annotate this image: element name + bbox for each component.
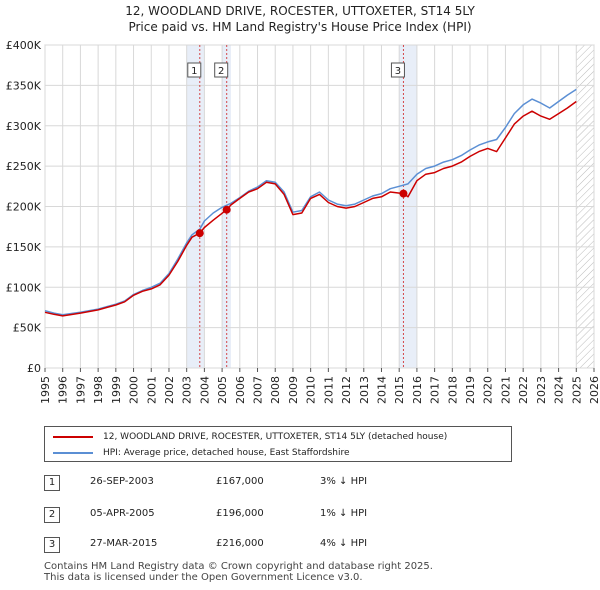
x-tick-label: 2018 bbox=[446, 376, 459, 404]
x-tick-label: 2002 bbox=[163, 376, 176, 404]
x-tick-label: 2008 bbox=[269, 376, 282, 404]
x-tick-label: 2013 bbox=[358, 376, 371, 404]
x-tick-label: 2024 bbox=[553, 376, 566, 404]
x-tick-label: 2026 bbox=[588, 376, 600, 404]
legend-swatch-property bbox=[53, 436, 93, 438]
chart-title: 12, WOODLAND DRIVE, ROCESTER, UTTOXETER,… bbox=[0, 3, 600, 35]
x-tick-label: 2012 bbox=[340, 376, 353, 404]
x-tick-label: 2015 bbox=[393, 376, 406, 404]
footer-line-1: Contains HM Land Registry data © Crown c… bbox=[44, 561, 433, 572]
title-line-2: Price paid vs. HM Land Registry's House … bbox=[128, 20, 472, 34]
x-tick-label: 2006 bbox=[234, 376, 247, 404]
x-tick-label: 1999 bbox=[110, 376, 123, 404]
sale-marker-label-2: 2 bbox=[218, 66, 224, 77]
x-tick-label: 2009 bbox=[287, 376, 300, 404]
sale-date: 27-MAR-2015 bbox=[90, 538, 158, 549]
y-tick-label: £150K bbox=[6, 241, 42, 254]
x-tick-label: 2004 bbox=[198, 376, 211, 404]
legend-item-property: 12, WOODLAND DRIVE, ROCESTER, UTTOXETER,… bbox=[53, 430, 447, 444]
y-tick-label: £100K bbox=[6, 281, 42, 294]
sale-row-2: 2 05-APR-2005 £196,000 1% ↓ HPI bbox=[44, 507, 464, 523]
price-chart: 1 2 3 £0 £50K £100K £150K £200K £250K £300K £350K… bbox=[6, 39, 600, 404]
x-tick-label: 2019 bbox=[464, 376, 477, 404]
x-tick-label: 2007 bbox=[252, 376, 265, 404]
y-tick-label: £300K bbox=[6, 120, 42, 133]
sale-price: £196,000 bbox=[216, 508, 264, 519]
sale-number-badge: 2 bbox=[44, 507, 60, 523]
sale-point-1 bbox=[195, 229, 204, 238]
sale-point-2 bbox=[222, 205, 231, 214]
title-line-1: 12, WOODLAND DRIVE, ROCESTER, UTTOXETER,… bbox=[125, 4, 475, 18]
x-tick-label: 2023 bbox=[535, 376, 548, 404]
sale-hpi-diff: 4% ↓ HPI bbox=[320, 538, 368, 549]
sale-marker-label-3: 3 bbox=[395, 66, 401, 77]
x-tick-label: 2003 bbox=[181, 376, 194, 404]
x-tick-label: 2025 bbox=[570, 376, 583, 404]
sale-date: 26-SEP-2003 bbox=[90, 476, 154, 487]
y-tick-label: £0 bbox=[27, 362, 41, 375]
x-tick-label: 2005 bbox=[216, 376, 229, 404]
hpi-line bbox=[44, 88, 577, 316]
x-tick-label: 1998 bbox=[92, 376, 105, 404]
x-tick-label: 2000 bbox=[128, 376, 141, 404]
property-price-line bbox=[44, 100, 577, 317]
y-tick-label: £250K bbox=[6, 160, 42, 173]
x-tick-label: 2017 bbox=[429, 376, 442, 404]
x-tick-label: 1996 bbox=[57, 376, 70, 404]
x-tick-label: 2021 bbox=[499, 376, 512, 404]
sale-marker-box-3 bbox=[390, 62, 405, 78]
y-tick-label: £350K bbox=[6, 79, 42, 92]
sale-number-badge: 3 bbox=[44, 537, 60, 553]
x-tick-label: 1997 bbox=[74, 376, 87, 404]
sale-price: £216,000 bbox=[216, 538, 264, 549]
sale-marker-box-2 bbox=[214, 62, 229, 78]
y-tick-label: £200K bbox=[6, 201, 42, 214]
x-tick-label: 2010 bbox=[305, 376, 318, 404]
sale-row-3: 3 27-MAR-2015 £216,000 4% ↓ HPI bbox=[44, 537, 464, 553]
x-tick-label: 2016 bbox=[411, 376, 424, 404]
x-tick-label: 1995 bbox=[39, 376, 52, 404]
legend: 12, WOODLAND DRIVE, ROCESTER, UTTOXETER,… bbox=[44, 426, 512, 462]
sale-date: 05-APR-2005 bbox=[90, 508, 155, 519]
legend-swatch-hpi bbox=[53, 452, 93, 454]
sale-hpi-diff: 3% ↓ HPI bbox=[320, 476, 368, 487]
x-tick-label: 2022 bbox=[517, 376, 530, 404]
sale-hpi-diff: 1% ↓ HPI bbox=[320, 508, 368, 519]
x-tick-label: 2014 bbox=[375, 376, 388, 404]
x-tick-label: 2011 bbox=[322, 376, 335, 404]
sale-marker-label-1: 1 bbox=[191, 66, 197, 77]
legend-label-property: 12, WOODLAND DRIVE, ROCESTER, UTTOXETER,… bbox=[103, 432, 448, 442]
sale-marker-box-1 bbox=[187, 62, 202, 78]
footer: Contains HM Land Registry data © Crown c… bbox=[44, 561, 433, 583]
sale-row-1: 1 26-SEP-2003 £167,000 3% ↓ HPI bbox=[44, 475, 464, 491]
sale-point-3 bbox=[399, 189, 408, 198]
legend-item-hpi: HPI: Average price, detached house, East… bbox=[53, 446, 350, 460]
y-tick-label: £50K bbox=[13, 322, 42, 335]
x-tick-label: 2001 bbox=[145, 376, 158, 404]
sale-price: £167,000 bbox=[216, 476, 264, 487]
legend-label-hpi: HPI: Average price, detached house, East… bbox=[103, 448, 350, 458]
y-tick-label: £400K bbox=[6, 39, 42, 52]
x-tick-label: 2020 bbox=[482, 376, 495, 404]
sale-number-badge: 1 bbox=[44, 475, 60, 491]
footer-line-2: This data is licensed under the Open Gov… bbox=[44, 572, 363, 583]
